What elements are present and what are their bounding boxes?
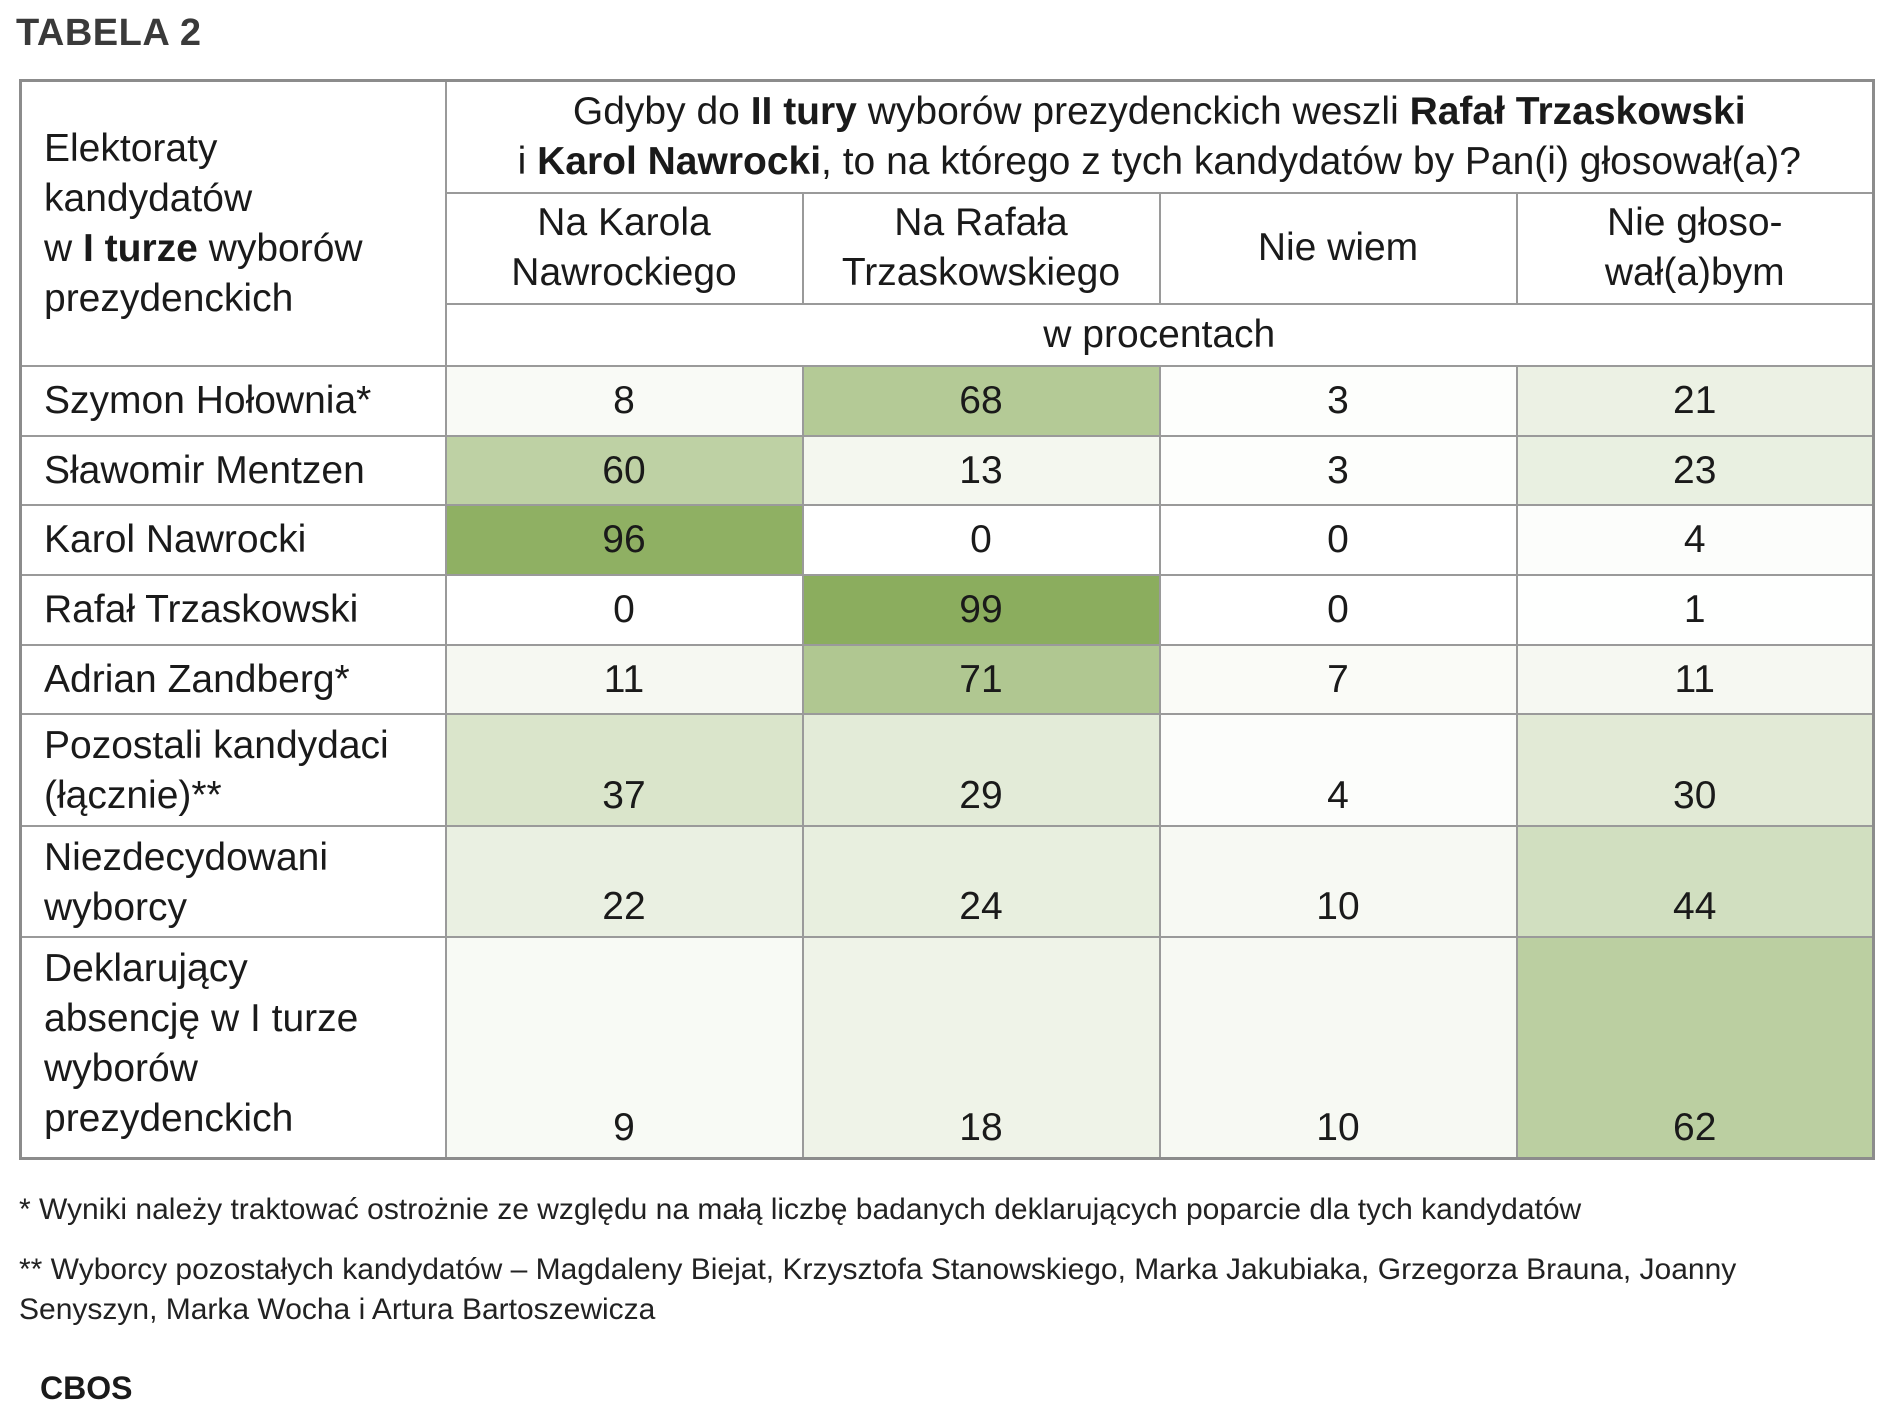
- row-label: Adrian Zandberg*: [19, 643, 447, 716]
- value-cell: 60: [444, 434, 804, 507]
- value-cell: 96: [444, 504, 804, 577]
- table-row: Karol Nawrocki 96 0 0 4: [19, 504, 1875, 577]
- question-part: wyborów prezydenckich weszli: [856, 89, 1410, 133]
- question-part: Karol Nawrocki: [537, 139, 822, 183]
- value-cell: 37: [444, 713, 804, 828]
- row-header-line-2: kandydatów: [44, 176, 253, 220]
- value-cell: 21: [1515, 365, 1875, 437]
- question-part: II tury: [750, 89, 857, 133]
- row-label: Niezdecydowani wyborcy: [19, 825, 447, 939]
- row-header-cell: Elektoraty kandydatów w I turze wyborów …: [19, 79, 447, 368]
- results-table: Elektoraty kandydatów w I turze wyborów …: [19, 79, 1875, 1160]
- row-label: Deklarujący absencję w I turze wyborów p…: [19, 936, 447, 1160]
- column-header: Nie głoso- wał(a)bym: [1515, 191, 1875, 305]
- column-header: Na Karola Nawrockiego: [444, 191, 804, 305]
- row-header-bold: I turze: [83, 226, 198, 270]
- value-cell: 11: [444, 643, 804, 716]
- value-cell: 30: [1515, 713, 1875, 828]
- value-cell: 1: [1515, 574, 1875, 646]
- value-cell: 3: [1158, 434, 1518, 507]
- source-label: CBOS: [40, 1370, 133, 1406]
- row-label: Szymon Hołownia*: [19, 365, 447, 437]
- question-part: i: [517, 139, 538, 183]
- question-part: , to na którego z tych kandydatów by Pan…: [821, 139, 1801, 183]
- row-label: Rafał Trzaskowski: [19, 574, 447, 646]
- table-row: Sławomir Mentzen 60 13 3 23: [19, 434, 1875, 507]
- footnotes: * Wyniki należy traktować ostrożnie ze w…: [19, 1190, 1869, 1350]
- value-cell: 11: [1515, 643, 1875, 716]
- value-cell: 23: [1515, 434, 1875, 507]
- value-cell: 29: [801, 713, 1161, 828]
- value-cell: 99: [801, 574, 1161, 646]
- value-cell: 44: [1515, 825, 1875, 939]
- row-header-line-3a: w: [44, 226, 83, 270]
- value-cell: 18: [801, 936, 1161, 1160]
- value-cell: 9: [444, 936, 804, 1160]
- value-cell: 10: [1158, 825, 1518, 939]
- table-row: Adrian Zandberg* 11 71 7 11: [19, 643, 1875, 716]
- value-cell: 0: [801, 504, 1161, 577]
- value-cell: 68: [801, 365, 1161, 437]
- value-cell: 13: [801, 434, 1161, 507]
- row-header-line-1: Elektoraty: [44, 126, 218, 170]
- value-cell: 0: [1158, 574, 1518, 646]
- row-label: Sławomir Mentzen: [19, 434, 447, 507]
- value-cell: 22: [444, 825, 804, 939]
- value-cell: 71: [801, 643, 1161, 716]
- value-cell: 10: [1158, 936, 1518, 1160]
- table-row: Pozostali kandydaci (łącznie)** 37 29 4 30: [19, 713, 1875, 828]
- row-label: Karol Nawrocki: [19, 504, 447, 577]
- value-cell: 0: [1158, 504, 1518, 577]
- table-row: Deklarujący absencję w I turze wyborów p…: [19, 936, 1875, 1160]
- table-title: TABELA 2: [16, 12, 202, 54]
- value-cell: 24: [801, 825, 1161, 939]
- unit-label: w procentach: [444, 302, 1875, 368]
- value-cell: 4: [1158, 713, 1518, 828]
- column-header: Na Rafała Trzaskowskiego: [801, 191, 1161, 305]
- value-cell: 3: [1158, 365, 1518, 437]
- row-header-line-3b: wyborów: [197, 226, 363, 270]
- table-row: Szymon Hołownia* 8 68 3 21: [19, 365, 1875, 437]
- value-cell: 4: [1515, 504, 1875, 577]
- question-part: Rafał Trzaskowski: [1409, 89, 1746, 133]
- column-header: Nie wiem: [1158, 191, 1518, 305]
- table-row: Niezdecydowani wyborcy 22 24 10 44: [19, 825, 1875, 939]
- row-label: Pozostali kandydaci (łącznie)**: [19, 713, 447, 828]
- row-header-line-4: prezydenckich: [44, 276, 294, 320]
- question-header: Gdyby do II tury wyborów prezydenckich w…: [444, 79, 1875, 194]
- value-cell: 7: [1158, 643, 1518, 716]
- footnote-1: * Wyniki należy traktować ostrożnie ze w…: [19, 1193, 1582, 1226]
- question-part: Gdyby do: [572, 89, 751, 133]
- value-cell: 62: [1515, 936, 1875, 1160]
- value-cell: 8: [444, 365, 804, 437]
- footnote-2: ** Wyborcy pozostałych kandydatów – Magd…: [19, 1253, 1737, 1326]
- table-row: Rafał Trzaskowski 0 99 0 1: [19, 574, 1875, 646]
- value-cell: 0: [444, 574, 804, 646]
